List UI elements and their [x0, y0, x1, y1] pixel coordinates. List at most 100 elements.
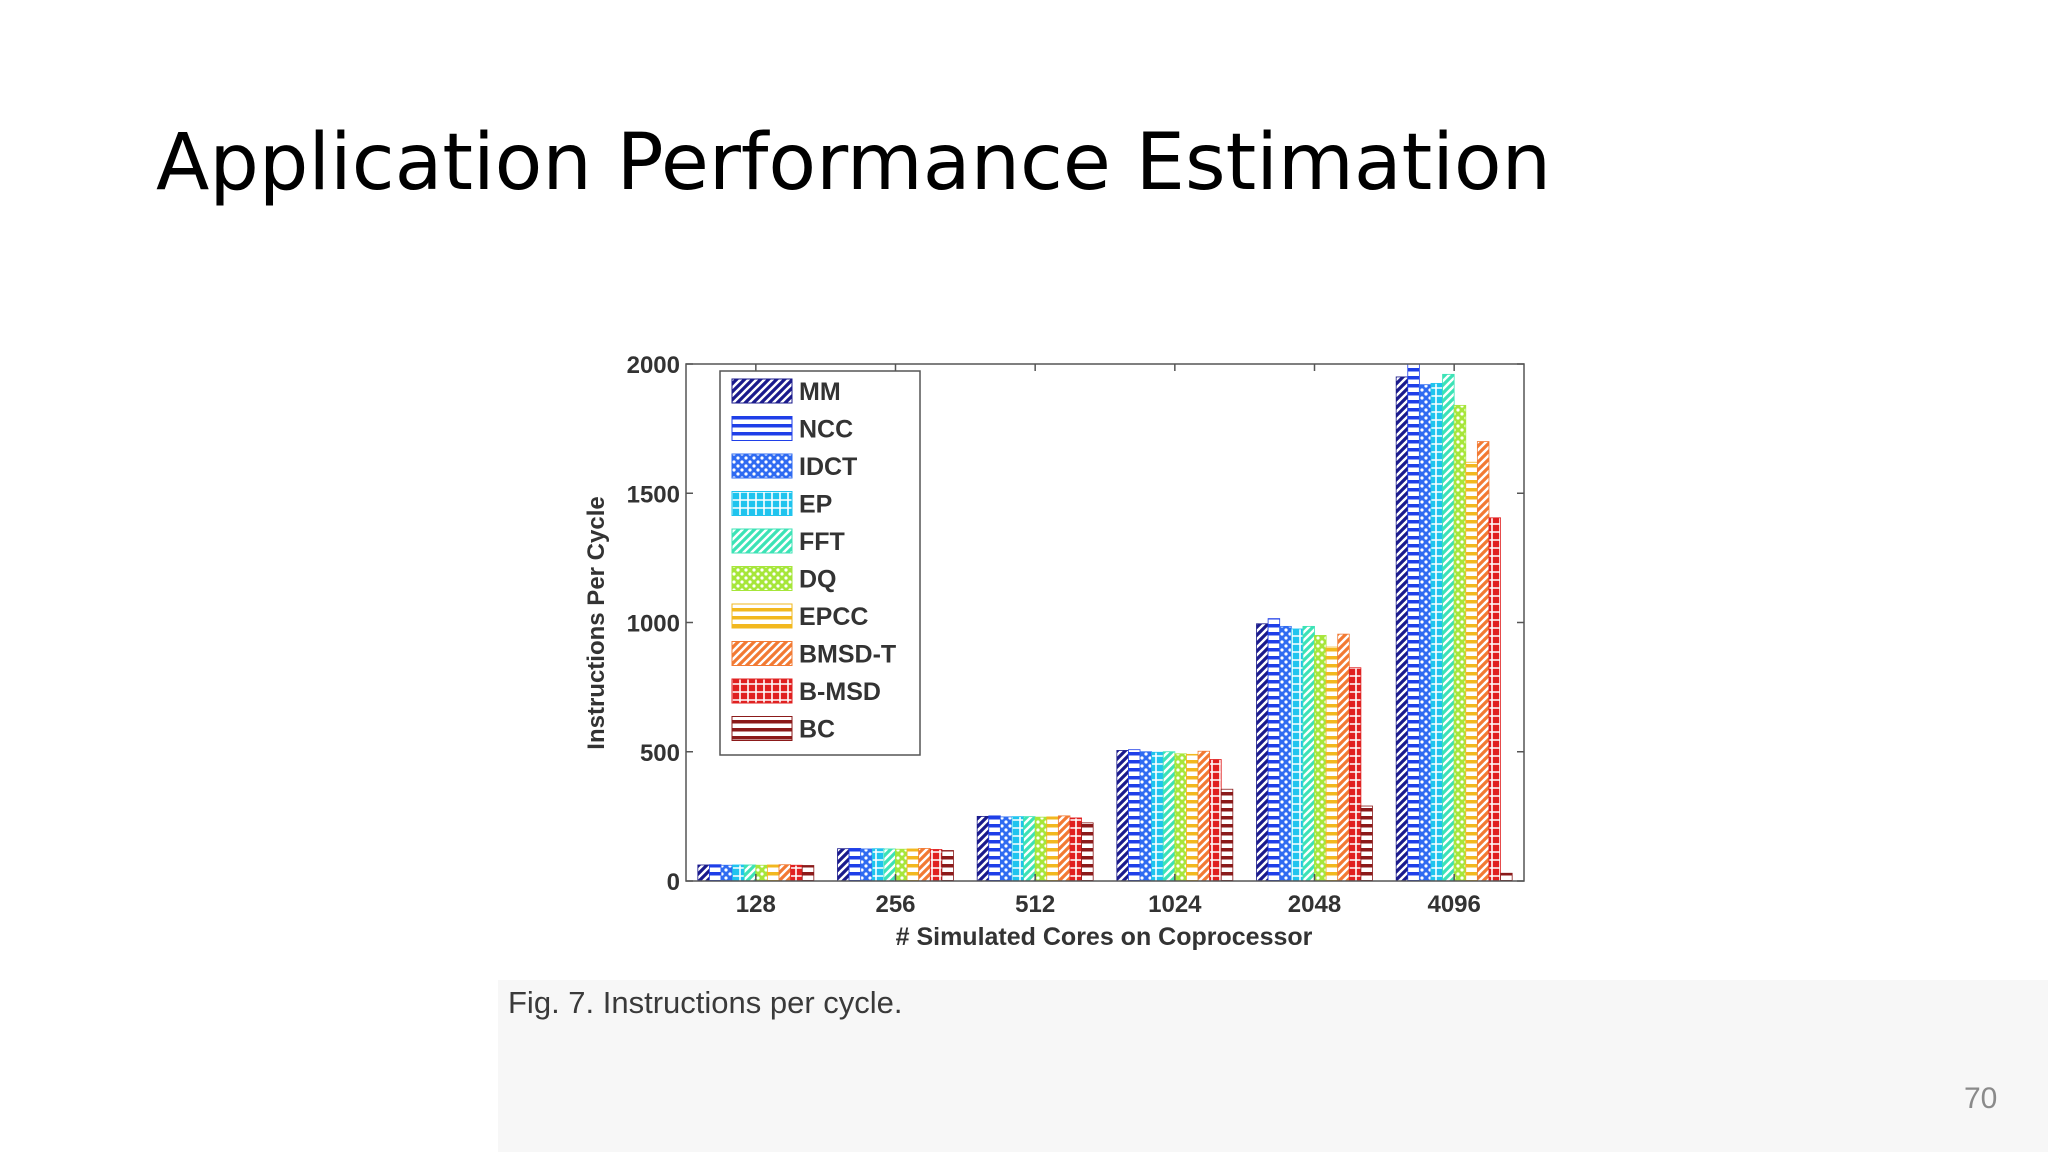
bar-EP-512	[1011, 816, 1024, 882]
bar-NCC-4096	[1407, 363, 1420, 882]
x-tick-label: 4096	[1427, 891, 1480, 918]
figure-background	[498, 980, 2048, 1152]
legend-label-IDCT: IDCT	[799, 453, 857, 481]
bar-NCC-2048	[1267, 618, 1281, 882]
bar-NCC-256	[848, 848, 862, 882]
page-number: 70	[1964, 1082, 1998, 1115]
bar-FFT-128	[743, 864, 757, 882]
bar-NCC-1024	[1128, 749, 1141, 882]
bar-BC-1024	[1220, 788, 1234, 882]
bar-IDCT-512	[999, 816, 1013, 882]
bar-EP-2048	[1290, 628, 1304, 882]
x-tick-label: 256	[875, 891, 915, 918]
bar-EP-128	[732, 864, 745, 882]
y-tick-label: 0	[667, 869, 680, 896]
legend-swatch-FFT	[731, 528, 793, 554]
legend-swatch-MM	[731, 378, 793, 404]
bar-BMSD-T-2048	[1337, 633, 1350, 882]
bar-FFT-512	[1023, 816, 1036, 882]
y-tick-label: 1000	[627, 611, 680, 638]
bar-BMSD-T-1024	[1197, 750, 1211, 882]
x-tick-label: 2048	[1288, 891, 1341, 918]
bar-BC-128	[801, 865, 815, 882]
bar-MM-4096	[1395, 376, 1409, 882]
bar-EPCC-512	[1046, 816, 1059, 882]
legend: MM NCC IDCT EP FFT DQ EPCC BMSD-T B-MSD BC	[719, 370, 921, 756]
bar-IDCT-1024	[1139, 751, 1153, 882]
legend-swatch-DQ	[731, 566, 793, 591]
x-axis-label: # Simulated Cores on Coprocessor	[896, 923, 1313, 951]
legend-label-DQ: DQ	[799, 566, 837, 594]
bar-IDCT-2048	[1279, 625, 1292, 882]
bar-EPCC-128	[767, 864, 780, 882]
legend-label-BC: BC	[799, 716, 835, 744]
bar-EP-256	[871, 848, 885, 882]
bar-EPCC-1024	[1186, 753, 1199, 882]
bar-FFT-1024	[1162, 751, 1176, 882]
y-tick-label: 2000	[627, 352, 680, 379]
bar-IDCT-256	[860, 848, 873, 882]
bar-DQ-4096	[1453, 404, 1467, 882]
legend-label-MM: MM	[799, 378, 841, 406]
legend-swatch-EPCC	[731, 603, 793, 629]
y-tick-label: 1500	[627, 481, 680, 508]
legend-label-B-MSD: B-MSD	[799, 678, 881, 706]
bar-EP-4096	[1430, 382, 1443, 882]
figure-caption: Fig. 7. Instructions per cycle.	[508, 985, 903, 1020]
bar-EP-1024	[1151, 751, 1164, 882]
bar-DQ-2048	[1314, 635, 1327, 882]
legend-label-FFT: FFT	[799, 528, 845, 556]
bar-DQ-512	[1034, 816, 1048, 882]
bar-DQ-256	[895, 848, 908, 882]
bar-MM-512	[976, 815, 990, 882]
legend-label-EP: EP	[799, 491, 832, 519]
x-tick-label: 512	[1015, 891, 1055, 918]
bar-BC-4096	[1500, 872, 1513, 882]
bar-EPCC-2048	[1325, 646, 1339, 882]
legend-swatch-EP	[731, 491, 793, 516]
legend-swatch-IDCT	[731, 453, 793, 479]
bar-IDCT-128	[720, 864, 734, 882]
bar-BC-256	[941, 850, 954, 882]
y-axis-label: Instructions Per Cycle	[583, 496, 610, 749]
legend-swatch-BC	[731, 716, 793, 741]
x-tick-label: 128	[736, 891, 776, 918]
bar-MM-2048	[1256, 623, 1269, 882]
legend-swatch-NCC	[731, 416, 793, 441]
bar-B-MSD-512	[1069, 817, 1082, 882]
bar-BC-512	[1081, 822, 1094, 882]
bar-NCC-512	[988, 815, 1001, 882]
x-tick-label: 1024	[1148, 891, 1202, 918]
bar-BMSD-T-4096	[1476, 441, 1490, 882]
bar-IDCT-4096	[1418, 384, 1432, 882]
bar-FFT-256	[883, 848, 896, 882]
bar-EPCC-256	[906, 848, 920, 882]
bar-FFT-4096	[1442, 373, 1455, 882]
bar-FFT-2048	[1302, 625, 1315, 882]
bar-NCC-128	[709, 864, 722, 882]
bar-DQ-128	[755, 864, 768, 882]
axes-layer: 0 500 1000 1500 2000 128 256 512 1024 2048 4096	[627, 352, 1524, 918]
bars-layer	[697, 363, 1513, 882]
slide-title: Application Performance Estimation	[156, 118, 1552, 208]
bar-MM-256	[837, 848, 850, 882]
bar-B-MSD-256	[929, 849, 943, 882]
bar-MM-128	[697, 864, 710, 882]
bar-BMSD-T-128	[778, 864, 792, 882]
y-tick-label: 500	[640, 740, 680, 767]
bar-B-MSD-1024	[1209, 759, 1222, 882]
bar-MM-1024	[1116, 750, 1129, 882]
bar-BMSD-T-512	[1057, 815, 1071, 882]
legend-label-NCC: NCC	[799, 416, 853, 444]
bar-DQ-1024	[1174, 753, 1187, 882]
legend-label-EPCC: EPCC	[799, 603, 868, 631]
bar-BMSD-T-256	[918, 848, 931, 882]
legend-label-BMSD-T: BMSD-T	[799, 641, 896, 669]
bar-EPCC-4096	[1465, 461, 1478, 882]
bar-B-MSD-2048	[1348, 667, 1362, 882]
legend-swatch-BMSD-T	[731, 641, 793, 666]
bar-BC-2048	[1360, 805, 1373, 882]
bar-B-MSD-4096	[1488, 517, 1501, 882]
bar-B-MSD-128	[790, 864, 803, 882]
